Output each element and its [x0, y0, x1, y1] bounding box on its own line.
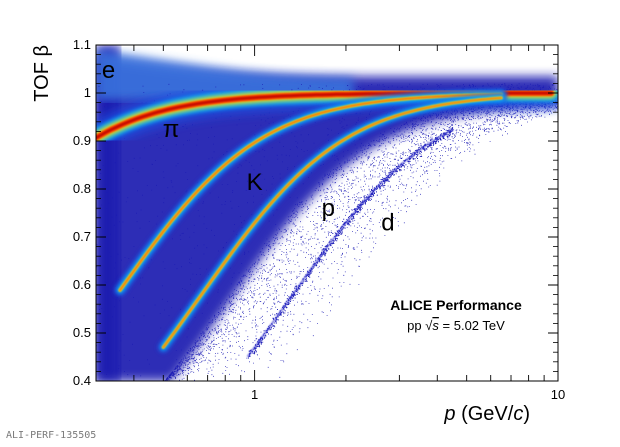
- kaon-band-layer: [119, 93, 502, 291]
- kaon-band: [114, 88, 508, 297]
- performance-annotation: ALICE Performance pp √s = 5.02 TeV: [390, 297, 522, 333]
- axes: 0.4 0.5 0.6 0.7 0.8 0.9 1 1.1 1 10: [73, 37, 565, 402]
- plot-area: [96, 45, 558, 381]
- figure-id: ALI-PERF-135505: [6, 430, 97, 441]
- x-tick-label: 10: [551, 387, 565, 402]
- performance-title: ALICE Performance: [390, 297, 522, 313]
- y-axis-title: TOF β: [31, 45, 53, 102]
- species-label: K: [247, 169, 263, 196]
- x-tick-label: 1: [251, 387, 258, 402]
- y-tick-label: 0.7: [73, 229, 91, 244]
- proton-band-layer: [162, 97, 502, 348]
- species-label: p: [322, 195, 335, 222]
- y-tick-label: 1: [84, 85, 91, 100]
- collision-system-label: pp √s = 5.02 TeV: [407, 318, 505, 333]
- species-labels: e π Kp d: [102, 57, 395, 237]
- species-label: π: [163, 116, 180, 143]
- plot-frame: [95, 44, 559, 382]
- population-fill-main: [96, 57, 558, 381]
- collision-system: pp: [407, 318, 421, 333]
- x-axis-title: p (GeV/c): [443, 403, 530, 425]
- proton-band: [157, 92, 507, 353]
- deuteron-band: [247, 129, 454, 357]
- y-tick-label: 1.1: [73, 37, 91, 52]
- energy-value: = 5.02 TeV: [439, 318, 505, 333]
- y-tick-label: 0.8: [73, 181, 91, 196]
- y-tick-label: 0.9: [73, 133, 91, 148]
- species-bands: [96, 78, 558, 357]
- low-momentum-column: [96, 45, 121, 381]
- sqrt-symbol: √: [425, 318, 433, 333]
- deuteron-band-layer: [247, 129, 454, 357]
- y-tick-label: 0.4: [73, 373, 91, 388]
- y-tick-label: 0.6: [73, 277, 91, 292]
- y-tick-label: 0.5: [73, 325, 91, 340]
- energy-variable: s: [432, 318, 439, 333]
- species-label: e: [102, 57, 115, 84]
- species-label: d: [381, 210, 394, 237]
